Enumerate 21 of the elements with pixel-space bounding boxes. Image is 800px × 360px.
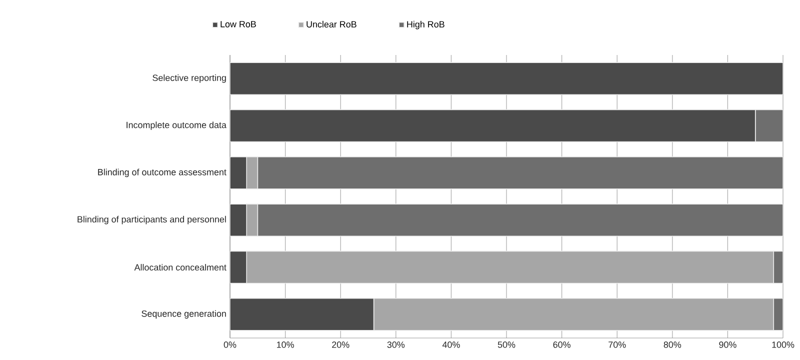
y-tick-label: Incomplete outcome data: [126, 122, 226, 130]
y-tick-label: Selective reporting: [152, 74, 226, 83]
x-tick-label: 70%: [608, 342, 626, 348]
x-tick-label: 100%: [772, 342, 794, 348]
y-tick-label: Blinding of outcome assessment: [98, 168, 226, 178]
legend-label: High RoB: [407, 20, 444, 30]
x-tick-label: 20%: [332, 342, 350, 348]
x-tick-label: 60%: [553, 342, 570, 348]
x-tick-label: 30%: [387, 342, 405, 348]
bar: [230, 62, 784, 96]
x-tick-label: 40%: [442, 342, 460, 348]
x-tick-label: 0%: [224, 342, 236, 348]
y-tick-label: Allocation concealment: [134, 264, 226, 271]
x-tick-label: 90%: [719, 342, 736, 348]
x-tick-label: 50%: [498, 342, 516, 348]
y-tick-label: Blinding of participants and personnel: [78, 216, 226, 224]
legend-label: Unclear RoB: [306, 20, 356, 28]
legend-label: Low RoB: [220, 21, 256, 28]
x-tick-label: 10%: [277, 342, 294, 348]
y-tick-label: Sequence generation: [142, 310, 226, 319]
x-tick-label: 80%: [664, 342, 682, 348]
